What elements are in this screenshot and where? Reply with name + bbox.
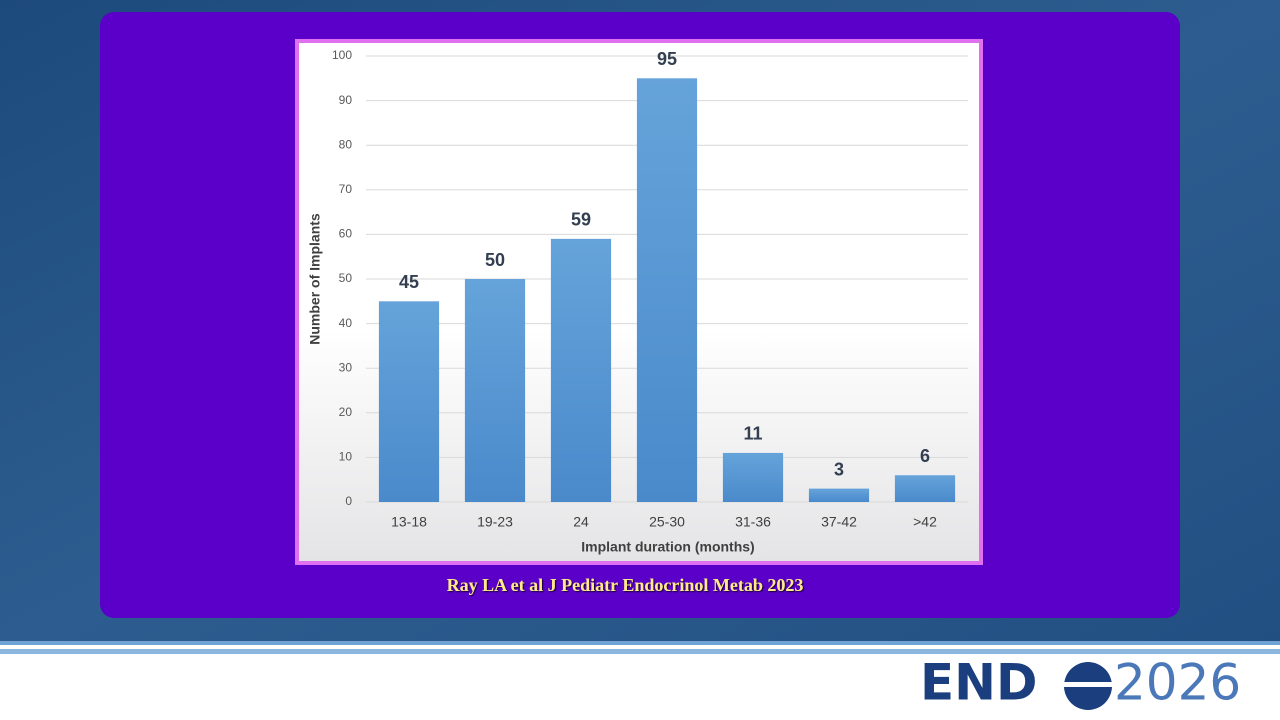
logo-year: 2026	[1114, 654, 1241, 712]
data-label: 59	[571, 210, 591, 230]
x-tick-label: >42	[913, 514, 937, 530]
bar	[550, 238, 612, 503]
chart: Implant duration (months) Number of Impl…	[307, 48, 968, 555]
globe-band	[1064, 682, 1112, 687]
bar	[636, 78, 698, 503]
x-tick-label: 19-23	[477, 514, 513, 530]
y-axis-title: Number of Implants	[307, 213, 323, 345]
bar	[378, 301, 440, 502]
logo-globe	[1064, 662, 1112, 710]
citation: Ray LA et al J Pediatr Endocrinol Metab …	[447, 575, 804, 595]
y-tick-label: 60	[339, 227, 353, 241]
y-tick-label: 50	[339, 271, 353, 285]
data-label: 3	[834, 459, 844, 479]
y-tick-label: 20	[339, 405, 353, 419]
y-tick-label: 100	[332, 48, 352, 62]
x-tick-label: 37-42	[821, 514, 857, 530]
y-tick-label: 90	[339, 93, 353, 107]
stripe	[0, 645, 1280, 649]
y-tick-label: 0	[345, 494, 352, 508]
y-tick-label: 10	[339, 450, 353, 464]
stripe	[0, 641, 1280, 645]
logo-text: END	[920, 654, 1038, 712]
data-label: 6	[920, 446, 930, 466]
stripe	[0, 649, 1280, 654]
bar	[808, 488, 870, 502]
data-label: 50	[485, 250, 505, 270]
data-label: 11	[743, 424, 762, 444]
y-tick-label: 40	[339, 316, 353, 330]
y-tick-label: 80	[339, 137, 353, 151]
x-tick-label: 13-18	[391, 514, 427, 530]
x-tick-label: 24	[573, 514, 589, 530]
data-label: 95	[657, 49, 677, 69]
data-label: 45	[399, 272, 419, 292]
y-tick-label: 70	[339, 182, 353, 196]
x-axis-title: Implant duration (months)	[581, 539, 754, 555]
y-tick-label: 30	[339, 360, 353, 374]
bar	[464, 279, 526, 502]
bar	[894, 475, 956, 502]
x-tick-label: 25-30	[649, 514, 685, 530]
x-tick-label: 31-36	[735, 514, 771, 530]
bar	[722, 452, 784, 502]
